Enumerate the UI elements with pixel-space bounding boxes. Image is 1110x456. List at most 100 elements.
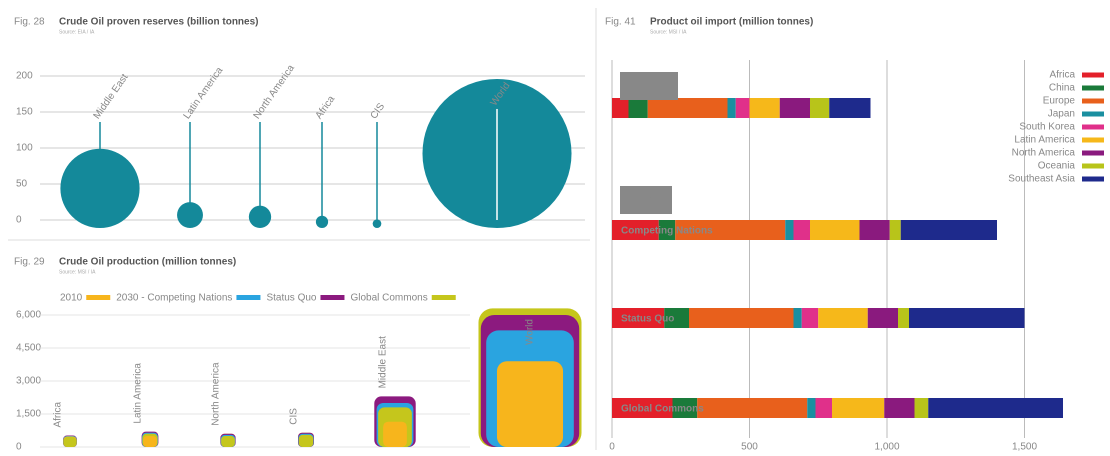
bar-segment: [807, 398, 816, 418]
barrel: [63, 437, 77, 447]
legend-swatch: [236, 295, 261, 300]
bar-segment: [664, 308, 689, 328]
legend-swatch: [1082, 163, 1104, 169]
bar-segment: [810, 98, 830, 118]
bar-segment: [900, 220, 997, 240]
bar-segment: [612, 220, 659, 240]
bar-segment: [793, 308, 802, 328]
category-label: Status Quo: [621, 314, 674, 325]
barrel: [298, 434, 314, 447]
barrel: [496, 361, 564, 447]
legend-swatch: [1082, 150, 1104, 156]
bar-segment: [727, 98, 736, 118]
figure-number: Fig. 28: [14, 17, 45, 28]
x-tick-label: 1,500: [1012, 442, 1037, 453]
chart-title: Crude Oil production (million tonnes): [59, 257, 236, 268]
bar-segment: [628, 98, 648, 118]
legend-label: Japan: [1048, 109, 1075, 120]
bar-segment: [689, 308, 794, 328]
y-tick-label: 1,500: [16, 409, 41, 420]
bar-segment: [793, 220, 810, 240]
legend-swatch: [1082, 176, 1104, 182]
figure-number: Fig. 29: [14, 257, 45, 268]
category-label: World: [525, 319, 536, 345]
label-box: [620, 72, 678, 100]
legend-label: Southeast Asia: [1008, 174, 1075, 185]
legend-swatch: [1082, 124, 1104, 130]
bar-segment: [697, 398, 808, 418]
legend-label: 2030 - Competing Nations: [116, 293, 232, 304]
legend-swatch: [1082, 85, 1104, 91]
bubble: [372, 219, 382, 228]
bar-segment: [818, 308, 868, 328]
x-tick-label: 500: [741, 442, 758, 453]
bar-segment: [672, 398, 698, 418]
bubble: [315, 215, 329, 229]
legend-label: China: [1049, 83, 1076, 94]
bar-segment: [658, 220, 676, 240]
legend-label: Latin America: [1014, 135, 1075, 146]
y-tick-label: 50: [16, 179, 28, 190]
chart-source: Source: MSI / IA: [650, 29, 687, 35]
barrel: [221, 436, 235, 447]
legend-label: Status Quo: [266, 293, 316, 304]
y-tick-label: 150: [16, 107, 33, 118]
y-tick-label: 6,000: [16, 310, 41, 321]
y-tick-label: 100: [16, 143, 33, 154]
bar-segment: [909, 308, 1025, 328]
legend-swatch: [431, 295, 456, 300]
bar-segment: [867, 308, 898, 328]
legend-swatch: [1082, 137, 1104, 143]
legend-swatch: [1082, 72, 1104, 78]
x-tick-label: 0: [609, 442, 615, 453]
chart-source: Source: MSI / IA: [59, 269, 96, 275]
category-label: Competing Nations: [621, 226, 713, 237]
y-tick-label: 200: [16, 71, 33, 82]
bar-segment: [898, 308, 909, 328]
bar-segment: [612, 398, 673, 418]
legend-label: Global Commons: [350, 293, 427, 304]
y-tick-label: 0: [16, 442, 22, 453]
category-label: 2010: [638, 82, 661, 93]
legend-label: Oceania: [1038, 161, 1076, 172]
category-label: Middle East: [378, 336, 389, 388]
bar-segment: [829, 98, 871, 118]
legend-swatch: [86, 295, 111, 300]
bar-segment: [675, 220, 786, 240]
category-label: Global Commons: [621, 404, 704, 415]
legend-swatch: [1082, 111, 1104, 117]
bar-segment: [749, 98, 780, 118]
figure-number: Fig. 41: [605, 17, 636, 28]
category-label: CIS: [289, 408, 300, 425]
bar-segment: [612, 308, 665, 328]
bar-segment: [884, 398, 915, 418]
bar-segment: [928, 398, 1063, 418]
bar-segment: [647, 98, 728, 118]
legend-label: Europe: [1043, 96, 1076, 107]
bar-segment: [832, 398, 885, 418]
label-box: [620, 186, 672, 214]
annotation: 2030: [635, 196, 658, 207]
bar-segment: [914, 398, 929, 418]
barrel: [383, 421, 407, 447]
legend-label: South Korea: [1019, 122, 1075, 133]
bar-segment: [801, 308, 819, 328]
legend-label: Africa: [1049, 70, 1075, 81]
chart-title: Product oil import (million tonnes): [650, 17, 813, 28]
legend-label: North America: [1012, 148, 1076, 159]
bar-segment: [735, 98, 750, 118]
legend-label: 2010: [60, 293, 83, 304]
y-tick-label: 0: [16, 215, 22, 226]
x-tick-label: 1,000: [874, 442, 899, 453]
y-tick-label: 4,500: [16, 343, 41, 354]
barrel: [143, 436, 157, 447]
bar-segment: [810, 220, 860, 240]
chart-title: Crude Oil proven reserves (billion tonne…: [59, 17, 259, 28]
bar-segment: [815, 398, 832, 418]
bar-segment: [612, 98, 629, 118]
legend-swatch: [320, 295, 345, 300]
category-label: North America: [211, 362, 222, 426]
category-label: Latin America: [133, 363, 144, 424]
chart-source: Source: EIA / IA: [59, 29, 95, 35]
